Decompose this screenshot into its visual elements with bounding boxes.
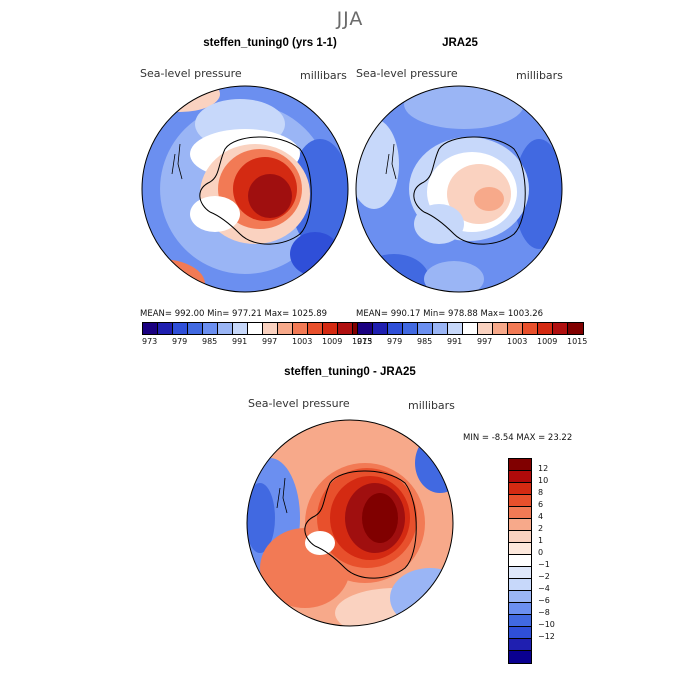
colorbar-swatch — [478, 323, 493, 334]
left-panel-title: steffen_tuning0 (yrs 1-1) — [203, 37, 337, 49]
colorbar-swatch — [509, 591, 531, 603]
colorbar-tick-label: 0 — [538, 548, 544, 557]
colorbar-swatch — [278, 323, 293, 334]
colorbar-tick-label: −10 — [538, 620, 555, 629]
right-stats: MEAN= 990.17 Min= 978.88 Max= 1003.26 — [356, 309, 544, 319]
colorbar-tick-label: 979 — [387, 337, 403, 346]
colorbar-tick-label: −6 — [538, 596, 550, 605]
colorbar-tick-label: 10 — [538, 476, 549, 485]
colorbar-swatch — [493, 323, 508, 334]
colorbar-tick-label: 8 — [538, 488, 544, 497]
colorbar-tick-label: 1009 — [322, 337, 343, 346]
colorbar-swatch — [358, 323, 373, 334]
colorbar-swatch — [188, 323, 203, 334]
colorbar-swatch — [508, 323, 523, 334]
colorbar-swatch — [523, 323, 538, 334]
colorbar-swatch — [553, 323, 568, 334]
colorbar-swatch — [433, 323, 448, 334]
colorbar-tick-label: 1003 — [292, 337, 313, 346]
right-variable-label: Sea-level pressure — [356, 67, 458, 80]
right-sea-level-pressure-map — [355, 85, 563, 293]
colorbar-swatch — [143, 323, 158, 334]
colorbar-swatch — [509, 459, 531, 471]
colorbar-tick-label: 6 — [538, 500, 544, 509]
colorbar-tick-label: −4 — [538, 584, 550, 593]
colorbar-swatch — [448, 323, 463, 334]
diff-panel-title: steffen_tuning0 - JRA25 — [284, 366, 416, 378]
colorbar-swatch — [388, 323, 403, 334]
left-sea-level-pressure-map — [141, 85, 349, 293]
colorbar-tick-label: 985 — [417, 337, 433, 346]
colorbar-swatch — [463, 323, 478, 334]
diff-variable-label: Sea-level pressure — [248, 397, 350, 410]
colorbar-swatch — [233, 323, 248, 334]
colorbar-tick-label: 991 — [232, 337, 248, 346]
colorbar-tick-label: 2 — [538, 524, 544, 533]
colorbar-swatch — [509, 639, 531, 651]
colorbar-swatch — [338, 323, 353, 334]
colorbar-tick-label: 1015 — [352, 337, 373, 346]
right-units-label: millibars — [516, 69, 563, 82]
colorbar-tick-label: 1015 — [567, 337, 588, 346]
diff-sea-level-pressure-map — [246, 419, 454, 627]
colorbar-swatch — [418, 323, 433, 334]
colorbar-swatch — [538, 323, 553, 334]
colorbar-swatch — [173, 323, 188, 334]
colorbar-tick-label: −2 — [538, 572, 550, 581]
colorbar-tick-label: 12 — [538, 464, 549, 473]
colorbar-swatch — [509, 627, 531, 639]
colorbar-swatch — [403, 323, 418, 334]
colorbar-swatch — [509, 507, 531, 519]
colorbar-swatch — [568, 323, 583, 334]
colorbar-swatch — [373, 323, 388, 334]
colorbar-tick-label: 997 — [262, 337, 278, 346]
colorbar-swatch — [203, 323, 218, 334]
season-title: JJA — [336, 8, 364, 30]
right-panel-title: JRA25 — [442, 37, 478, 49]
right-colorbar — [357, 322, 584, 335]
colorbar-swatch — [509, 543, 531, 555]
colorbar-tick-label: 1003 — [507, 337, 528, 346]
colorbar-tick-label: 1 — [538, 536, 544, 545]
colorbar-swatch — [308, 323, 323, 334]
diff-minmax: MIN = -8.54 MAX = 23.22 — [463, 433, 573, 443]
colorbar-swatch — [323, 323, 338, 334]
diff-units-label: millibars — [408, 399, 455, 412]
colorbar-swatch — [509, 495, 531, 507]
colorbar-swatch — [293, 323, 308, 334]
colorbar-tick-label: −8 — [538, 608, 550, 617]
colorbar-swatch — [158, 323, 173, 334]
colorbar-swatch — [509, 471, 531, 483]
colorbar-tick-label: 4 — [538, 512, 544, 521]
colorbar-swatch — [509, 615, 531, 627]
colorbar-tick-label: 973 — [142, 337, 158, 346]
colorbar-swatch — [263, 323, 278, 334]
colorbar-swatch — [248, 323, 263, 334]
colorbar-tick-label: −1 — [538, 560, 550, 569]
left-variable-label: Sea-level pressure — [140, 67, 242, 80]
colorbar-swatch — [509, 531, 531, 543]
colorbar-tick-label: 1009 — [537, 337, 558, 346]
colorbar-swatch — [218, 323, 233, 334]
left-stats: MEAN= 992.00 Min= 977.21 Max= 1025.89 — [140, 309, 328, 319]
left-colorbar — [142, 322, 369, 335]
colorbar-swatch — [509, 579, 531, 591]
colorbar-tick-label: 979 — [172, 337, 188, 346]
colorbar-tick-label: 997 — [477, 337, 493, 346]
colorbar-swatch — [509, 483, 531, 495]
colorbar-swatch — [509, 567, 531, 579]
colorbar-swatch — [509, 651, 531, 663]
colorbar-tick-label: 985 — [202, 337, 218, 346]
colorbar-tick-label: 973 — [357, 337, 373, 346]
colorbar-swatch — [509, 519, 531, 531]
colorbar-swatch — [509, 603, 531, 615]
diff-colorbar-ticks: 12 10 8 6 4 2 1 0 −1 −2 −4 −6 −8 −10 −12 — [538, 463, 555, 643]
colorbar-swatch — [509, 555, 531, 567]
colorbar-tick-label: 991 — [447, 337, 463, 346]
diff-colorbar — [508, 458, 532, 664]
left-units-label: millibars — [300, 69, 347, 82]
colorbar-tick-label: −12 — [538, 632, 555, 641]
